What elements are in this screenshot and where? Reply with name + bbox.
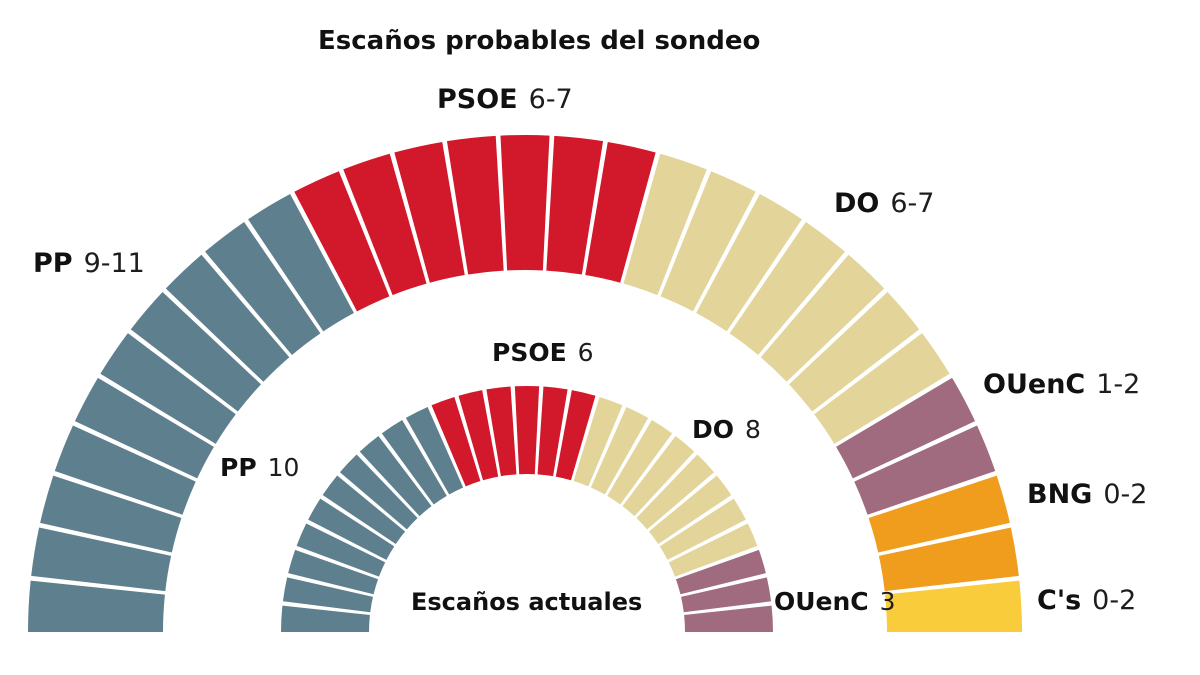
seat-DO xyxy=(623,153,707,296)
label-outer-bng: BNG 0-2 xyxy=(1027,479,1147,510)
seat-PP xyxy=(100,333,236,444)
seat-DO xyxy=(607,420,673,505)
seat-PP xyxy=(280,605,370,632)
seat-DO xyxy=(648,475,732,545)
party-seats: 6 xyxy=(577,338,594,367)
label-inner-do: DO 8 xyxy=(692,415,761,444)
party-name: DO xyxy=(834,188,880,219)
seat-PSOE xyxy=(585,141,656,283)
label-outer-cs: C's 0-2 xyxy=(1037,585,1136,616)
seat-PP xyxy=(40,475,182,553)
seat-DO xyxy=(659,498,746,560)
seat-PP xyxy=(405,406,464,495)
party-name: C's xyxy=(1037,585,1082,616)
label-inner-psoe: PSOE 6 xyxy=(492,338,594,367)
party-seats: 0-2 xyxy=(1092,585,1137,616)
party-name: DO xyxy=(692,415,735,444)
party-name: PSOE xyxy=(492,338,567,367)
seat-PP xyxy=(308,498,395,560)
seat-PSOE xyxy=(514,385,540,475)
label-outer-ouenc: OUenC 1-2 xyxy=(983,369,1140,400)
party-name: PP xyxy=(220,453,257,482)
seat-DO xyxy=(814,333,950,444)
seat-PP xyxy=(359,435,432,517)
party-name: PSOE xyxy=(437,84,518,115)
seat-OUenC xyxy=(681,577,772,613)
party-seats: 6-7 xyxy=(890,188,935,219)
seat-PP xyxy=(74,377,214,479)
seat-OUenC xyxy=(836,377,976,479)
seat-PSOE xyxy=(343,153,427,296)
seat-PP xyxy=(31,527,172,592)
seat-PP xyxy=(339,454,418,530)
seat-PSOE xyxy=(546,135,604,275)
chart-title: Escaños probables del sondeo xyxy=(318,26,761,56)
seat-DO xyxy=(590,406,649,495)
party-name: BNG xyxy=(1027,479,1093,510)
seat-PP xyxy=(205,221,321,355)
seat-PP xyxy=(381,420,447,505)
label-outer-do: DO 6-7 xyxy=(834,188,934,219)
seat-OUenC xyxy=(684,605,773,632)
seat-OUenC xyxy=(854,425,996,515)
party-name: OUenC xyxy=(983,369,1086,400)
seat-C's xyxy=(885,580,1022,632)
party-seats: 9-11 xyxy=(83,248,145,279)
party-name: PP xyxy=(33,248,73,279)
seat-DO xyxy=(668,523,758,577)
seat-PP xyxy=(130,291,261,412)
seat-DO xyxy=(729,221,845,355)
seat-PSOE xyxy=(458,390,499,481)
seat-DO xyxy=(789,291,920,412)
seat-PP xyxy=(282,577,373,613)
seat-PP xyxy=(28,580,165,632)
label-inner-pp: PP 10 xyxy=(220,453,299,482)
party-seats: 8 xyxy=(745,415,761,444)
seat-PSOE xyxy=(500,135,550,271)
seat-PP xyxy=(54,425,196,515)
seat-PP xyxy=(322,475,406,545)
party-seats: 3 xyxy=(879,587,896,616)
seat-PSOE xyxy=(294,171,390,312)
party-seats: 6-7 xyxy=(528,84,573,115)
seat-PP xyxy=(165,254,290,382)
seat-OUenC xyxy=(675,549,766,595)
seat-DO xyxy=(636,454,715,530)
party-seats: 10 xyxy=(267,453,300,482)
seat-DO xyxy=(660,171,756,312)
label-outer-pp: PP 9-11 xyxy=(33,248,145,279)
seat-PP xyxy=(296,523,386,577)
seat-DO xyxy=(622,435,695,517)
seat-BNG xyxy=(878,527,1019,592)
seat-PSOE xyxy=(486,386,517,477)
label-outer-psoe: PSOE 6-7 xyxy=(437,84,573,115)
label-inner-ouenc: OUenC 3 xyxy=(774,587,896,616)
inner-ring-caption: Escaños actuales xyxy=(411,588,643,616)
seat-PSOE xyxy=(555,390,596,481)
party-seats: 1-2 xyxy=(1096,369,1141,400)
seat-PSOE xyxy=(446,135,504,275)
seat-BNG xyxy=(868,475,1010,553)
seat-DO xyxy=(760,254,885,382)
seat-PP xyxy=(288,549,379,595)
seat-DO xyxy=(696,194,802,332)
seat-PSOE xyxy=(537,386,568,477)
seat-PSOE xyxy=(431,396,481,487)
seat-PP xyxy=(248,194,354,332)
party-name: OUenC xyxy=(774,587,869,616)
seat-PSOE xyxy=(394,141,465,283)
party-seats: 0-2 xyxy=(1103,479,1148,510)
seat-DO xyxy=(573,396,623,487)
